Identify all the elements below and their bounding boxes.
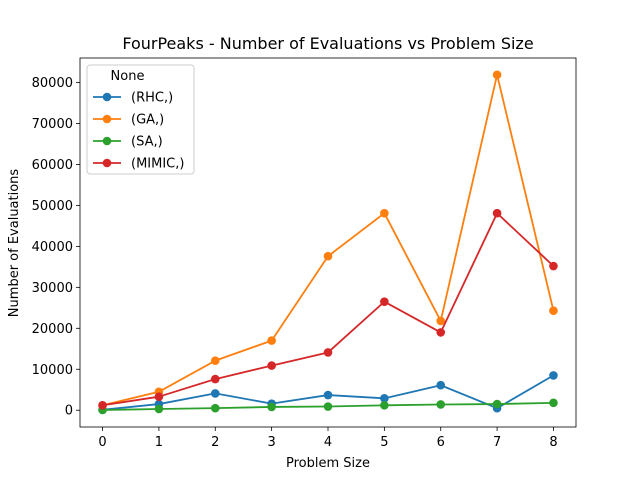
data-point bbox=[549, 306, 558, 315]
legend-marker bbox=[102, 92, 112, 102]
data-point bbox=[380, 297, 389, 306]
legend-marker bbox=[102, 114, 112, 124]
data-point bbox=[267, 402, 276, 412]
x-tick-label: 5 bbox=[380, 435, 388, 450]
legend-entry: (RHC,) bbox=[131, 91, 173, 106]
x-tick-label: 4 bbox=[324, 435, 332, 450]
x-tick-label: 0 bbox=[98, 435, 106, 450]
data-point bbox=[549, 261, 558, 271]
data-point bbox=[154, 404, 164, 414]
data-point bbox=[323, 402, 333, 411]
plot-area: 0 1 2 3 4 5 6 7 8 0 10000 20000 30000 40000 50000 60000… bbox=[32, 57, 577, 450]
data-point bbox=[267, 361, 276, 370]
data-point bbox=[436, 380, 446, 390]
y-tick-label: 10000 bbox=[32, 363, 73, 378]
data-point bbox=[492, 70, 502, 80]
data-point bbox=[436, 400, 446, 409]
legend-marker bbox=[102, 158, 112, 168]
chart-title: FourPeaks - Number of Evaluations vs Pro… bbox=[122, 34, 533, 53]
y-tick-label: 40000 bbox=[32, 240, 73, 255]
y-tick-label: 70000 bbox=[32, 117, 73, 132]
legend: None (RHC,) (GA,) (SA,) (MIMIC,) bbox=[86, 64, 195, 175]
data-point bbox=[154, 392, 164, 401]
y-tick-label: 60000 bbox=[32, 158, 73, 173]
data-point bbox=[436, 328, 446, 337]
x-tick-label: 3 bbox=[267, 435, 275, 450]
data-point bbox=[210, 374, 220, 384]
y-tick-label: 50000 bbox=[32, 199, 73, 214]
data-point bbox=[323, 348, 333, 357]
x-tick-label: 7 bbox=[493, 435, 501, 450]
data-point bbox=[210, 403, 220, 413]
legend-entry: (GA,) bbox=[131, 113, 164, 128]
legend-entry: (MIMIC,) bbox=[131, 157, 184, 172]
legend-title: None bbox=[111, 69, 145, 84]
legend-entry: (SA,) bbox=[131, 135, 163, 150]
x-tick-label: 6 bbox=[437, 435, 445, 450]
data-point bbox=[492, 208, 502, 218]
x-tick-label: 8 bbox=[549, 435, 557, 450]
y-tick-label: 0 bbox=[65, 404, 73, 419]
data-point bbox=[323, 390, 333, 400]
y-axis-title: Number of Evaluations bbox=[7, 169, 22, 318]
data-point bbox=[267, 336, 276, 345]
data-point bbox=[210, 356, 220, 365]
y-tick-label: 30000 bbox=[32, 281, 73, 296]
y-tick-label: 80000 bbox=[32, 76, 73, 91]
data-point bbox=[380, 394, 389, 403]
data-point bbox=[380, 400, 389, 410]
x-tick-label: 1 bbox=[155, 435, 163, 450]
legend-marker bbox=[102, 136, 112, 146]
data-point bbox=[549, 398, 558, 408]
x-tick-label: 2 bbox=[211, 435, 219, 450]
x-axis-title: Problem Size bbox=[286, 456, 370, 471]
data-point bbox=[492, 399, 502, 409]
data-point bbox=[323, 251, 333, 261]
data-point bbox=[436, 316, 446, 326]
data-point bbox=[380, 208, 389, 218]
legend-box bbox=[86, 64, 195, 175]
data-point bbox=[549, 371, 558, 380]
data-point bbox=[98, 400, 107, 410]
y-tick-label: 20000 bbox=[32, 322, 73, 337]
data-point bbox=[210, 389, 220, 398]
